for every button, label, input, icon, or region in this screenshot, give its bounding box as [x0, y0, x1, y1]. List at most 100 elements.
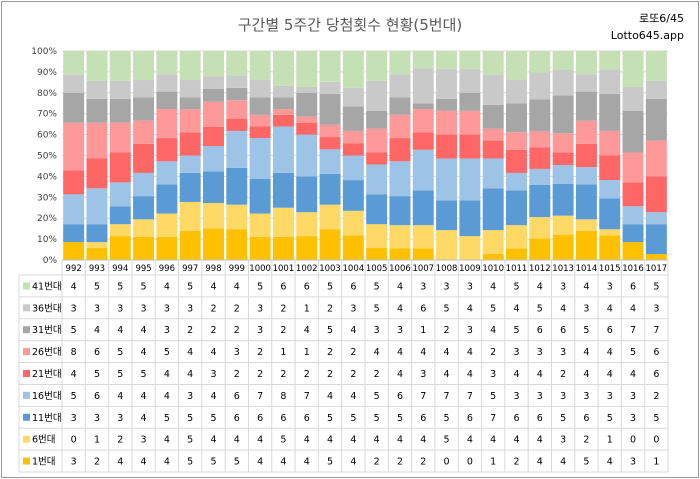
table-cell-value: 4 [490, 325, 496, 336]
table-cell-value: 1 [280, 347, 286, 358]
table-cell-value: 0 [630, 435, 636, 446]
bar-segment [342, 210, 364, 236]
bar-segment [63, 242, 85, 260]
table-cell-value: 1 [420, 325, 426, 336]
table-cell-value: 5 [327, 325, 333, 336]
bar-segment [249, 114, 271, 127]
bar-segment [249, 178, 271, 214]
x-tick-label: 996 [159, 264, 175, 274]
table-cell-value: 3 [607, 391, 613, 402]
bar-segment [482, 128, 504, 141]
bar-segment [272, 207, 294, 237]
bar-segment [436, 230, 458, 260]
bar-segment [342, 155, 364, 181]
bar-segment [366, 224, 388, 249]
bar-segment [226, 75, 248, 88]
bar-segment [645, 212, 667, 225]
table-cell-value: 3 [164, 303, 170, 314]
bar-segment [179, 132, 201, 156]
table-cell-value: 4 [327, 435, 333, 446]
table-cell-value: 5 [71, 325, 77, 336]
legend-label: 21번대 [32, 369, 62, 380]
table-cell-value: 5 [117, 281, 123, 292]
table-cell-value: 4 [141, 391, 147, 402]
table-cell-value: 4 [210, 391, 216, 402]
x-tick-label: 1004 [343, 264, 365, 274]
table-cell-value: 4 [537, 369, 543, 380]
table-cell-value: 4 [304, 435, 310, 446]
table-cell-value: 4 [397, 303, 403, 314]
bar-segment [296, 116, 318, 123]
table-cell-value: 3 [560, 281, 566, 292]
table-cell-value: 7 [467, 391, 473, 402]
bar-segment [436, 51, 458, 69]
y-tick-label: 50% [37, 152, 57, 162]
table-cell-value: 4 [444, 347, 450, 358]
table-cell-value: 4 [560, 303, 566, 314]
table-cell-value: 6 [537, 325, 543, 336]
bar-segment [109, 206, 131, 225]
bar-segment [529, 131, 551, 148]
bar-segment [226, 118, 248, 131]
bar-segment [482, 254, 504, 260]
y-tick-label: 80% [37, 89, 57, 99]
table-cell-value: 6 [583, 413, 589, 424]
table-cell-value: 4 [350, 325, 356, 336]
bar-segment [272, 109, 294, 115]
legend-swatch [23, 457, 30, 465]
bar-segment [296, 122, 318, 135]
bar-segment [133, 219, 155, 237]
bar-segment [109, 98, 131, 123]
table-cell-value: 2 [234, 369, 240, 380]
y-tick-label: 60% [37, 131, 57, 141]
table-cell-value: 4 [117, 457, 123, 468]
table-cell-value: 6 [653, 369, 659, 380]
bar-segment [506, 132, 527, 150]
bar-segment [179, 80, 201, 98]
bar-segment [645, 176, 667, 213]
table-cell-value: 6 [513, 413, 519, 424]
bar-segment [459, 51, 481, 69]
bar-segment [249, 236, 271, 260]
bar-segment [506, 190, 527, 226]
bar-segment [133, 120, 155, 144]
table-cell-value: 2 [94, 457, 100, 468]
bar-segment [342, 51, 364, 88]
bar-segment [63, 194, 85, 225]
table-cell-value: 3 [257, 325, 263, 336]
bar-segment [63, 74, 85, 93]
table-cell-value: 4 [350, 435, 356, 446]
y-tick-label: 70% [37, 110, 57, 120]
table-cell-value: 5 [210, 457, 216, 468]
bar-segment [622, 206, 644, 225]
table-cell-value: 3 [583, 391, 589, 402]
legend-swatch [23, 370, 30, 377]
bar-segment [133, 143, 155, 173]
table-cell-value: 5 [583, 457, 589, 468]
table-cell-value: 5 [257, 281, 263, 292]
bar-segment [272, 97, 294, 110]
table-cell-value: 2 [210, 325, 216, 336]
table-cell-value: 8 [71, 347, 77, 358]
table-cell-value: 6 [420, 413, 426, 424]
bar-segment [366, 80, 388, 111]
bar-segment [412, 103, 434, 110]
bar-segment [482, 51, 504, 75]
bar-segment [412, 225, 434, 249]
x-tick-label: 1014 [576, 264, 598, 274]
bar-segment [482, 158, 504, 189]
table-cell-value: 4 [350, 457, 356, 468]
bar-segment [529, 51, 551, 73]
bar-segment [86, 224, 108, 243]
table-cell-value: 5 [583, 325, 589, 336]
table-cell-value: 4 [397, 281, 403, 292]
table-cell-value: 3 [141, 303, 147, 314]
bar-segment [203, 171, 224, 203]
x-tick-label: 994 [112, 264, 128, 274]
brand-line-1: 로또6/45 [639, 12, 684, 25]
table-cell-value: 3 [607, 281, 613, 292]
bar-segment [506, 248, 527, 260]
legend-label: 1번대 [32, 457, 56, 468]
bar-segment [319, 124, 341, 138]
legend-swatch [23, 326, 30, 334]
